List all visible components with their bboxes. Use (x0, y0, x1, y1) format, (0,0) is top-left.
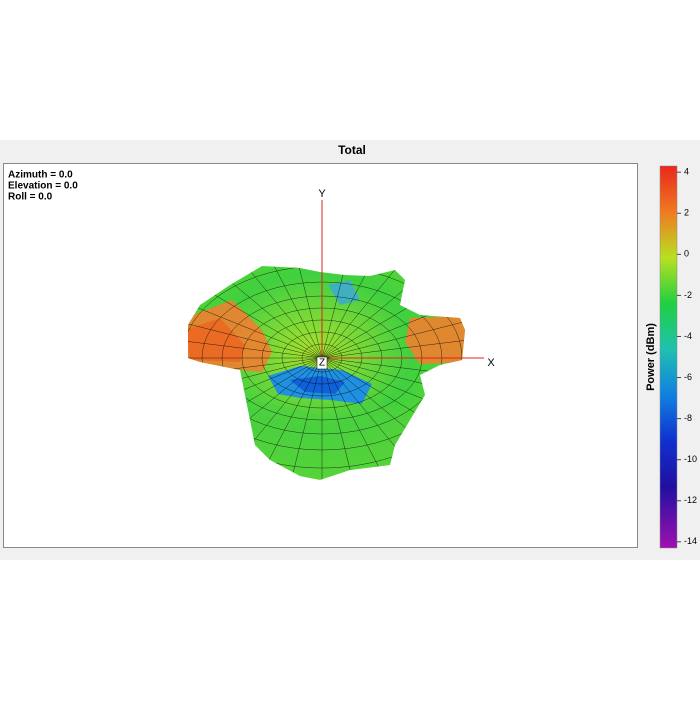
colorbar-tick-label: 4 (684, 167, 689, 177)
mesh-ray (321, 333, 465, 359)
mesh-ray (321, 266, 357, 359)
roll: Roll = 0.0 (8, 192, 53, 203)
colorbar-tick-label: 2 (684, 208, 689, 218)
mesh-ray (321, 287, 465, 359)
colorbar-tick-label: -4 (684, 331, 692, 341)
mesh-ray (321, 357, 465, 429)
y-axis-label: Y (318, 188, 326, 200)
colorbar-tick-label: -10 (684, 454, 697, 464)
colorbar-label: Power (dBm) (645, 323, 657, 391)
azimuth: Azimuth = 0.0 (8, 170, 73, 181)
left-lobe-core (188, 318, 245, 362)
pattern-surface (188, 266, 465, 480)
colorbar-tick-label: -12 (684, 495, 697, 505)
mesh-ray (287, 266, 323, 359)
mesh-ray (188, 287, 323, 359)
mesh-ray (321, 309, 465, 359)
z-axis-box (316, 356, 328, 370)
mesh-ray (321, 266, 423, 359)
x-axis-label: X (487, 357, 495, 369)
axes: Y X Z (316, 188, 495, 370)
colorbar-tick-label: -14 (684, 536, 697, 546)
mesh-ray (321, 357, 465, 383)
right-lobe (405, 316, 465, 364)
window-title: Total (338, 143, 366, 157)
colorbar (659, 165, 678, 549)
mesh-ray (321, 357, 465, 407)
colorbar-tick-label: -2 (684, 290, 692, 300)
z-axis-label: Z (319, 358, 325, 369)
surface-detail (188, 266, 465, 480)
elevation: Elevation = 0.0 (8, 181, 78, 192)
colorbar-tick-label: -8 (684, 413, 692, 423)
colorbar-tick-label: -6 (684, 372, 692, 382)
colorbar-tick-label: 0 (684, 249, 689, 259)
mesh-ray (321, 266, 391, 359)
mesh-ray (221, 266, 323, 359)
mesh-ray (253, 266, 323, 359)
mesh-ray (188, 309, 323, 359)
mesh-ray (188, 333, 323, 359)
